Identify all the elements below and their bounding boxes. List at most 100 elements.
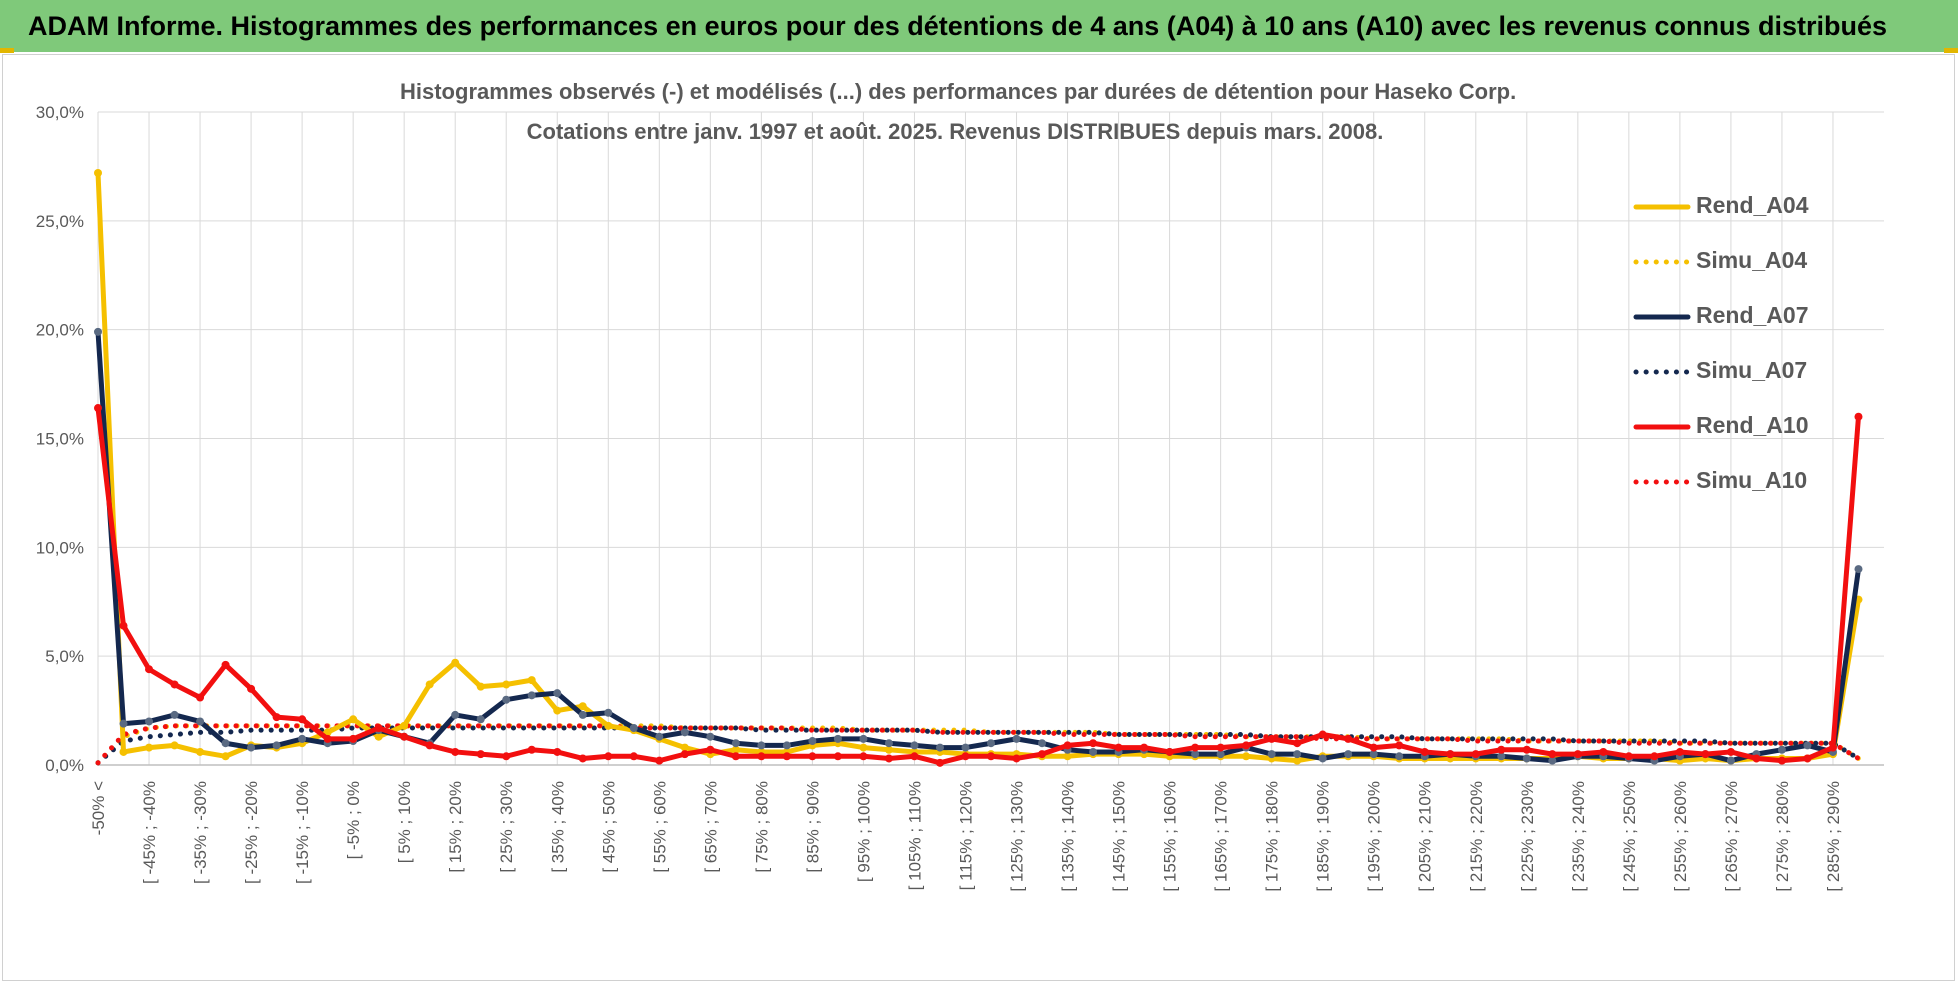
corner-mark-right: [1944, 48, 1958, 53]
data-point-Rend_A10: [1012, 754, 1021, 763]
x-tick-label: [ 175% ; 180%: [1263, 781, 1282, 892]
data-point-Rend_A10: [808, 752, 817, 761]
data-point-Rend_A07: [1293, 750, 1302, 759]
x-tick-label: [ 275% ; 280%: [1773, 781, 1792, 892]
legend-label: Rend_A07: [1696, 302, 1809, 328]
data-point-Rend_A04: [604, 721, 613, 730]
data-point-Rend_A07: [655, 732, 664, 741]
x-tick-label: [ 165% ; 170%: [1212, 781, 1231, 892]
data-point-Rend_A04: [349, 715, 358, 724]
x-tick-label: [ 235% ; 240%: [1569, 781, 1588, 892]
data-point-Rend_A10: [884, 754, 893, 763]
legend-label: Rend_A10: [1696, 412, 1809, 438]
data-point-Rend_A07: [629, 723, 638, 732]
x-tick-label: [ -15% ; -10%: [293, 781, 312, 884]
data-point-Rend_A07: [1777, 745, 1786, 754]
data-point-Rend_A07: [935, 743, 944, 752]
data-point-Rend_A10: [1548, 750, 1557, 759]
legend-item-Rend_A04: Rend_A04: [1628, 192, 1888, 222]
x-tick-label: [ 25% ; 30%: [497, 781, 516, 873]
data-point-Rend_A10: [757, 752, 766, 761]
chart-frame: [2, 54, 1955, 981]
data-point-Rend_A04: [374, 732, 383, 741]
data-point-Rend_A07: [1803, 741, 1812, 750]
data-point-Rend_A10: [170, 680, 179, 689]
x-tick-label: [ 135% ; 140%: [1059, 781, 1078, 892]
x-tick-label: [ 185% ; 190%: [1314, 781, 1333, 892]
legend-item-Rend_A10: Rend_A10: [1628, 412, 1888, 442]
corner-mark-left: [0, 48, 14, 53]
data-point-Rend_A04: [145, 743, 154, 752]
data-point-Rend_A10: [553, 747, 562, 756]
x-tick-label: -50% <: [89, 781, 108, 835]
data-point-Rend_A10: [935, 758, 944, 767]
data-point-Rend_A04: [170, 741, 179, 750]
x-tick-label: [ 35% ; 40%: [548, 781, 567, 873]
data-point-Rend_A10: [1216, 743, 1225, 752]
data-point-Rend_A04: [196, 747, 205, 756]
legend-item-Rend_A07: Rend_A07: [1628, 302, 1888, 332]
data-point-Rend_A07: [1318, 754, 1327, 763]
data-point-Rend_A10: [987, 752, 995, 761]
data-point-Rend_A10: [604, 752, 613, 761]
legend-swatch: [1633, 314, 1691, 320]
data-point-Rend_A10: [425, 741, 434, 750]
data-point-Rend_A07: [1522, 754, 1531, 763]
x-tick-label: [ 75% ; 80%: [752, 781, 771, 873]
data-point-Rend_A07: [680, 728, 689, 737]
data-point-Rend_A10: [1471, 750, 1480, 759]
x-tick-label: [ 125% ; 130%: [1008, 781, 1027, 892]
legend-swatch: [1633, 259, 1691, 265]
data-point-Rend_A10: [782, 752, 791, 761]
data-point-Rend_A10: [1650, 752, 1659, 761]
x-tick-label: [ 105% ; 110%: [905, 781, 924, 890]
legend-swatch: [1633, 424, 1691, 430]
data-point-Rend_A10: [1242, 741, 1251, 750]
series-line-Rend_A10: [95, 405, 1861, 766]
data-point-Rend_A07: [94, 327, 102, 336]
x-tick-label: [ 65% ; 70%: [701, 781, 720, 873]
data-point-Rend_A07: [247, 743, 256, 752]
data-point-Rend_A10: [1752, 754, 1761, 763]
data-point-Rend_A07: [1267, 750, 1276, 759]
x-tick-label: [ 15% ; 20%: [446, 781, 465, 873]
data-point-Rend_A10: [145, 665, 154, 674]
data-point-Rend_A10: [1318, 730, 1327, 739]
data-point-Rend_A07: [1038, 739, 1047, 748]
data-point-Rend_A10: [400, 732, 409, 741]
y-tick-label: 30,0%: [36, 103, 84, 122]
data-point-Rend_A07: [961, 743, 970, 752]
data-point-Rend_A10: [1114, 743, 1123, 752]
data-point-Rend_A10: [323, 734, 332, 743]
legend-swatch: [1633, 204, 1691, 210]
data-point-Rend_A07: [757, 741, 766, 750]
data-point-Rend_A10: [859, 752, 868, 761]
data-point-Rend_A04: [1242, 752, 1251, 761]
data-point-Rend_A07: [502, 695, 511, 704]
data-point-Rend_A07: [272, 741, 281, 750]
data-point-Rend_A07: [451, 710, 460, 719]
legend-label: Rend_A04: [1696, 192, 1809, 218]
x-tick-label: [ -25% ; -20%: [242, 781, 261, 884]
data-point-Rend_A10: [655, 756, 664, 765]
x-tick-label: [ 5% ; 10%: [395, 781, 414, 863]
data-point-Rend_A07: [476, 715, 485, 724]
data-point-Rend_A10: [1522, 745, 1531, 754]
data-point-Rend_A04: [476, 682, 485, 691]
data-point-Rend_A10: [298, 715, 307, 724]
data-point-Rend_A04: [94, 168, 102, 177]
data-point-Rend_A10: [833, 752, 842, 761]
y-tick-label: 20,0%: [36, 321, 84, 340]
data-point-Rend_A10: [1446, 750, 1455, 759]
series-line-Rend_A04: [95, 170, 1861, 764]
legend-label: Simu_A07: [1696, 357, 1808, 383]
x-tick-label: [ 195% ; 200%: [1365, 781, 1384, 892]
data-point-Rend_A10: [1089, 739, 1098, 748]
data-point-Rend_A10: [1599, 747, 1608, 756]
data-point-Rend_A07: [859, 734, 868, 743]
data-point-Rend_A07: [578, 710, 587, 719]
chart-subtitle: Cotations entre janv. 1997 et août. 2025…: [526, 119, 1384, 144]
data-point-Rend_A07: [1344, 750, 1353, 759]
data-point-Rend_A07: [706, 732, 715, 741]
